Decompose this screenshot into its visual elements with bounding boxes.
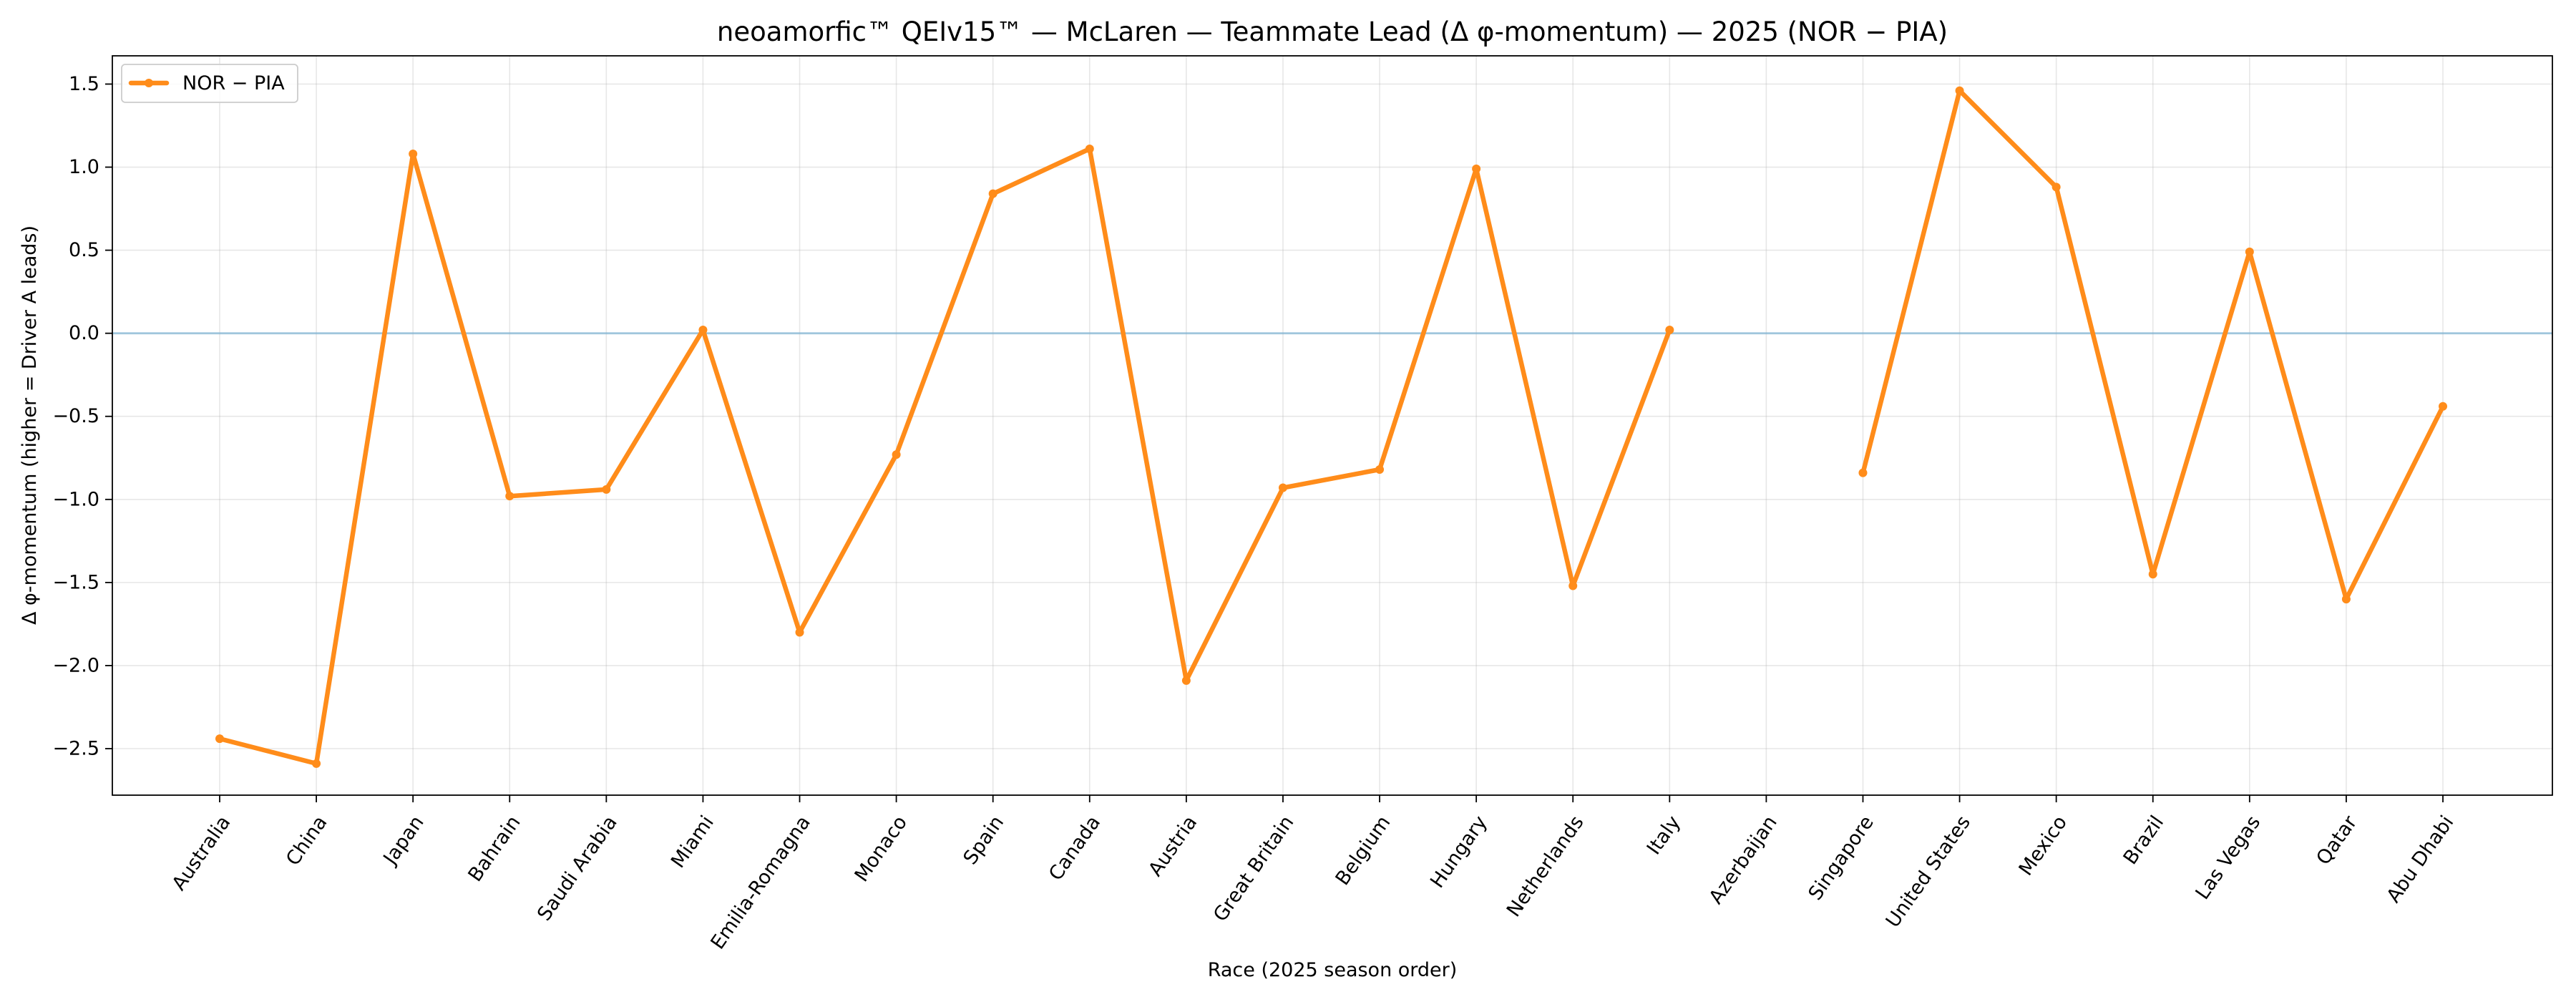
y-tick-label: −2.0 [52, 654, 99, 676]
plot-frame [112, 55, 2553, 796]
data-point [2439, 402, 2447, 411]
data-point [409, 149, 418, 158]
y-tick-label: −1.0 [52, 488, 99, 510]
y-tick-label: −2.5 [52, 738, 99, 760]
y-tick-label: −1.5 [52, 571, 99, 593]
y-tick-label: 1.0 [69, 156, 99, 178]
data-point [1472, 164, 1481, 173]
data-point [1181, 676, 1191, 685]
series-layer [215, 86, 2447, 768]
y-tick-label: 0.5 [69, 239, 99, 261]
data-point [2051, 183, 2061, 192]
data-point [1665, 326, 1674, 335]
data-point [795, 628, 804, 637]
chart-title: neoamorfic™ QEIv15™ — McLaren — Teammate… [717, 16, 1948, 47]
data-point [1278, 483, 1287, 492]
y-tick-label: 1.5 [69, 73, 99, 95]
data-point [1568, 581, 1578, 590]
legend: NOR − PIA [121, 64, 298, 103]
x-axis-label: Race (2025 season order) [1208, 959, 1458, 981]
data-point [1375, 465, 1385, 475]
data-point [892, 450, 901, 459]
data-point [698, 326, 708, 335]
legend-swatch-marker [145, 79, 153, 87]
data-point [1085, 144, 1094, 153]
data-point [505, 492, 514, 501]
data-point [2245, 247, 2254, 256]
legend-entry-label: NOR − PIA [182, 72, 285, 94]
y-tick-label: 0.0 [69, 322, 99, 344]
data-point [215, 734, 224, 744]
y-axis-label: Δ φ-momentum (higher = Driver A leads) [19, 225, 41, 625]
data-point [312, 759, 321, 768]
y-tick-label: −0.5 [52, 405, 99, 427]
legend-box [121, 64, 298, 103]
data-point [2148, 570, 2157, 579]
data-point [988, 189, 997, 198]
data-point [1858, 468, 1868, 477]
y-axis-ticks: −2.5 −2.0 −1.5 −1.0 −0.5 0.0 0.5 1.0 1.5 [52, 73, 112, 760]
data-point [2341, 595, 2351, 604]
data-point [1955, 86, 1964, 95]
data-point [602, 485, 611, 494]
